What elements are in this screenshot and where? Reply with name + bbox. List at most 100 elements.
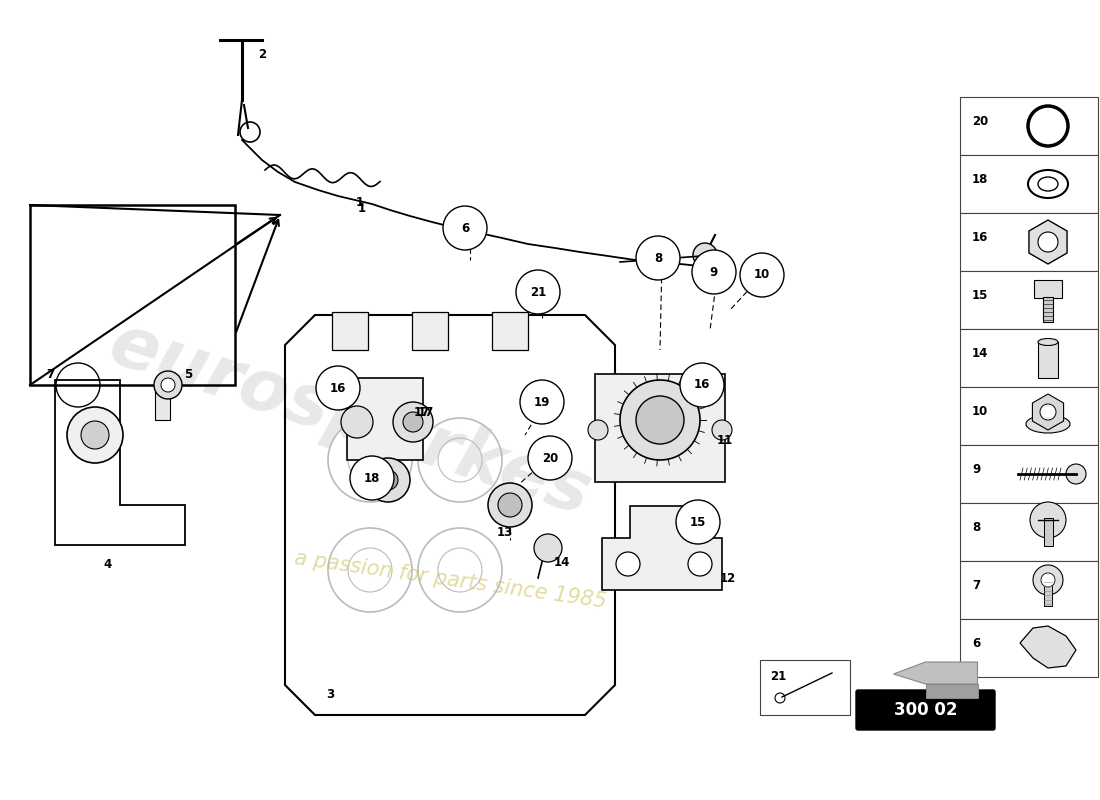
Text: 13: 13 [497,526,513,538]
Text: 19: 19 [534,395,550,409]
Polygon shape [1033,394,1064,430]
Polygon shape [602,506,722,590]
Ellipse shape [1026,415,1070,433]
Text: 6: 6 [972,637,980,650]
Circle shape [403,412,424,432]
Text: 18: 18 [972,173,989,186]
Bar [960,503,1098,561]
Bar [960,387,1098,445]
Circle shape [636,236,680,280]
Polygon shape [1020,626,1076,668]
Circle shape [676,500,720,544]
Circle shape [81,421,109,449]
Bar [760,660,850,715]
Circle shape [366,458,410,502]
Circle shape [534,534,562,562]
Text: 21: 21 [770,670,786,683]
Text: 17: 17 [418,406,434,418]
Text: 6: 6 [461,222,469,234]
Text: 10: 10 [754,269,770,282]
Circle shape [341,406,373,438]
Text: 15: 15 [690,515,706,529]
Text: 14: 14 [553,555,570,569]
Text: 1: 1 [356,195,364,209]
Polygon shape [1028,220,1067,264]
Circle shape [316,366,360,410]
Circle shape [1033,565,1063,595]
Circle shape [350,456,394,500]
Circle shape [616,552,640,576]
Circle shape [161,378,175,392]
Text: 4: 4 [103,558,112,571]
Circle shape [680,363,724,407]
Polygon shape [925,684,978,698]
Circle shape [636,396,684,444]
Text: 1: 1 [358,202,366,214]
Text: 9: 9 [972,463,980,476]
Circle shape [1041,573,1055,587]
Text: 17: 17 [414,406,430,418]
Circle shape [443,206,487,250]
Bar [412,312,448,350]
Text: eurosparkes: eurosparkes [100,310,600,530]
Bar [346,378,424,460]
Circle shape [393,402,433,442]
Text: 9: 9 [710,266,718,278]
Text: 16: 16 [330,382,346,394]
Text: 15: 15 [972,289,989,302]
Bar [960,619,1098,677]
Bar [960,445,1098,503]
Bar [30,205,235,385]
Text: 7: 7 [46,369,54,382]
Bar [155,388,170,420]
Text: 5: 5 [184,369,192,382]
Bar [595,374,725,482]
Circle shape [740,253,784,297]
Circle shape [488,483,532,527]
Bar [1043,297,1053,322]
Circle shape [620,380,700,460]
Circle shape [693,243,717,267]
Circle shape [588,420,608,440]
Text: 10: 10 [972,405,988,418]
Circle shape [1066,464,1086,484]
Bar [1038,342,1058,378]
Text: 20: 20 [972,115,988,128]
Bar [960,329,1098,387]
Text: 8: 8 [653,251,662,265]
Text: 11: 11 [717,434,733,446]
Circle shape [498,493,522,517]
Circle shape [688,552,712,576]
Circle shape [528,436,572,480]
Text: 16: 16 [694,378,711,391]
Bar [960,155,1098,213]
Text: 21: 21 [530,286,546,298]
Circle shape [520,380,564,424]
Bar [1044,578,1052,606]
Text: a passion for parts since 1985: a passion for parts since 1985 [293,548,607,612]
Text: 16: 16 [972,231,989,244]
Polygon shape [893,662,978,684]
Bar [960,213,1098,271]
Text: 20: 20 [542,451,558,465]
Circle shape [516,270,560,314]
Ellipse shape [1038,338,1058,346]
Circle shape [712,420,732,440]
Text: 12: 12 [719,571,736,585]
Bar [1034,280,1062,298]
Text: 7: 7 [972,579,980,592]
Bar [1044,518,1053,546]
Bar [492,312,528,350]
Circle shape [67,407,123,463]
Text: 2: 2 [258,49,266,62]
Text: 8: 8 [972,521,980,534]
Text: 300 02: 300 02 [894,701,957,719]
FancyBboxPatch shape [856,690,996,730]
Circle shape [1030,502,1066,538]
Text: 3: 3 [326,689,334,702]
Text: 18: 18 [364,471,381,485]
Bar [960,97,1098,155]
Circle shape [378,470,398,490]
Circle shape [154,371,182,399]
Circle shape [1040,404,1056,420]
